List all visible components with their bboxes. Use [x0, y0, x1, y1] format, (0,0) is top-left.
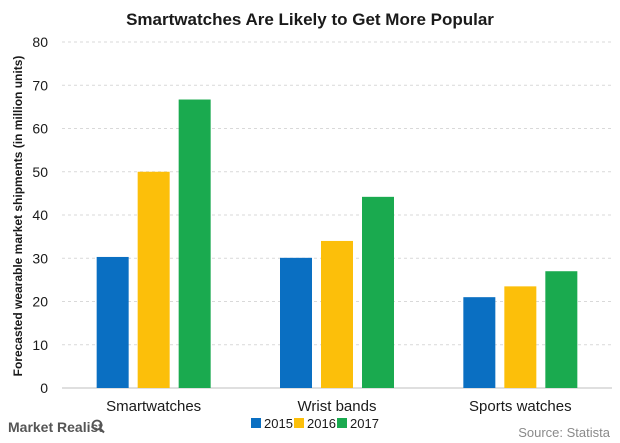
- legend-swatch-2015: [251, 418, 261, 428]
- legend-label: 2015: [264, 416, 293, 431]
- bar-2016-2: [504, 286, 537, 388]
- category-labels: Smartwatches Wrist bands Sports watches: [106, 398, 571, 415]
- y-tick-label: 10: [32, 337, 48, 353]
- bar-2016-0: [137, 171, 170, 388]
- y-tick-label: 60: [32, 121, 48, 137]
- bar-2016-1: [321, 240, 353, 388]
- brand-text: Market Realist: [8, 419, 103, 435]
- x-category-label: Sports watches: [469, 398, 572, 415]
- y-tick-label: 40: [32, 207, 48, 223]
- source-text: Source: Statista: [518, 425, 611, 440]
- y-tick-label: 0: [40, 380, 48, 396]
- bars-layer: [96, 99, 578, 389]
- legend-swatch-2017: [337, 418, 347, 428]
- bar-2015-0: [96, 256, 129, 388]
- y-axis-label: Forecasted wearable market shipments (in…: [11, 56, 25, 377]
- bar-2017-0: [178, 99, 211, 389]
- y-tick-label: 80: [32, 34, 48, 50]
- y-tick-label: 30: [32, 250, 48, 266]
- brand-logo: Market Realist: [8, 419, 105, 435]
- legend-swatch-2016: [294, 418, 304, 428]
- y-tick-label: 20: [32, 294, 48, 310]
- bar-2017-2: [545, 271, 578, 388]
- x-category-label: Wrist bands: [298, 398, 377, 415]
- legend: 2015 2016 2017: [251, 416, 379, 431]
- magnifier-icon: [91, 419, 105, 434]
- bar-2015-2: [463, 297, 496, 388]
- y-tick-label: 70: [32, 77, 48, 93]
- y-tick-label: 50: [32, 164, 48, 180]
- x-category-label: Smartwatches: [106, 398, 201, 415]
- chart-title: Smartwatches Are Likely to Get More Popu…: [126, 10, 494, 29]
- legend-label: 2017: [350, 416, 379, 431]
- y-tick-labels: 0 10 20 30 40 50 60 70 80: [32, 34, 48, 396]
- legend-label: 2016: [307, 416, 336, 431]
- bar-2015-1: [280, 257, 312, 388]
- bar-2017-1: [362, 196, 394, 388]
